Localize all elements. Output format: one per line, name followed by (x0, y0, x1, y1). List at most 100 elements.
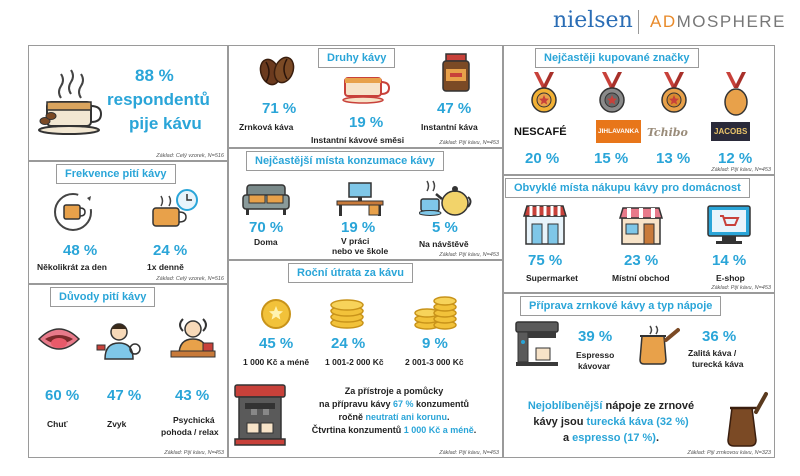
sofa-icon (242, 184, 290, 215)
hero-line1: respondentů (107, 90, 210, 109)
reason-taste-label: Chuť (47, 419, 68, 429)
spend-panel: 45 % 1 000 Kč a méně 24 % 1 001-2 000 Kč… (228, 260, 503, 458)
spend-text-l2c: konzumentů (413, 399, 470, 409)
prep-espresso-label1: Espresso (576, 350, 615, 360)
shopping-note: Základ: Pijí kávu, N=453 (711, 285, 771, 291)
desk-icon (336, 182, 384, 216)
espresso-machine-icon (234, 384, 286, 446)
prep-title: Příprava zrnkové kávy a typ nápoje (520, 296, 722, 316)
local-shop-icon (618, 207, 664, 245)
prep-panel: 39 % Espresso kávovar 36 % Zalitá káva /… (503, 293, 775, 458)
reason-relax-label2: pohoda / relax (161, 427, 219, 437)
reasons-note: Základ: Pijí kávu, N=453 (164, 450, 224, 456)
hero-line2: pije kávu (129, 114, 202, 133)
place-visit-pct: 5 % (432, 219, 458, 236)
prep-turkish-label1: Zalitá káva / (688, 348, 737, 358)
person-habit-icon (96, 323, 141, 360)
coffee-clock-icon (152, 189, 198, 227)
spend-text-l3b: neutratí ani korunu (365, 412, 447, 422)
coins-medium-icon (330, 299, 364, 329)
reason-taste-pct: 60 % (45, 387, 80, 404)
types-note: Základ: Pijí kávu, N=453 (439, 140, 499, 146)
prep-espresso-pct: 39 % (578, 328, 613, 345)
admosphere-logo-ad: AD (650, 12, 677, 31)
spend-low-pct: 45 % (259, 335, 294, 352)
type-beans-label: Zrnková káva (239, 122, 294, 132)
shop-supermarket-pct: 75 % (528, 252, 563, 269)
spend-title: Roční útrata za kávu (288, 263, 413, 283)
hero-note: Základ: Celý vzorek, N=516 (156, 153, 224, 159)
prep-text-block: Nejoblíbenější nápoje ze zrnové kávy jso… (506, 398, 716, 446)
reason-relax-pct: 43 % (175, 387, 210, 404)
reasons-panel: 60 % Chuť 47 % Zvyk 43 % Psychická pohod… (28, 284, 228, 458)
coffee-cup-icon (38, 69, 103, 135)
spend-high-pct: 9 % (422, 335, 448, 352)
logo-divider (638, 10, 639, 34)
relaxing-person-icon (170, 318, 216, 358)
spend-mid-pct: 24 % (331, 335, 366, 352)
brand-jihlavanka-pct: 15 % (594, 150, 629, 167)
hero-percent: 88 % (135, 66, 174, 85)
instant-mix-cup-icon (342, 77, 391, 104)
prep-turkish-pct: 36 % (702, 328, 737, 345)
brand-nescafe-pct: 20 % (525, 150, 560, 167)
prep-espresso-label2: kávovar (578, 361, 611, 371)
brand-jacobs-pct: 12 % (718, 150, 753, 167)
spend-text-line2: na přípravu kávy 67 % konzumentů (287, 398, 501, 411)
coins-small-icon (261, 299, 291, 329)
prep-text-l2a: kávy jsou (533, 416, 587, 428)
instant-coffee-jar-icon (442, 53, 470, 92)
prep-text-line3: a espresso (17 %). (506, 430, 716, 446)
reason-habit-label: Zvyk (107, 419, 127, 429)
brand-tchibo-logo: Tchibo (647, 126, 688, 139)
prep-text-l1b: nápoje ze zrnové (602, 400, 695, 412)
place-visit-label: Na návštěvě (419, 239, 469, 249)
spend-text-l2b: 67 % (393, 399, 414, 409)
brand-jacobs-logo: JACOBS (711, 122, 751, 141)
spend-text-l3a: ročně (338, 412, 366, 422)
spend-low-label: 1 000 Kč a méně (243, 357, 310, 367)
silver-medal-icon (599, 72, 625, 113)
spend-text-line3: ročně neutratí ani korunu. (338, 412, 450, 422)
place-work-label1: V práci (341, 236, 370, 246)
brands-title: Nejčastěji kupované značky (535, 48, 699, 68)
prep-text-l3b: espresso (17 %) (572, 432, 656, 444)
admosphere-logo-rest: MOSPHERE (676, 12, 786, 31)
frequency-title: Frekvence pití kávy (56, 164, 176, 184)
shop-local-label: Místní obchod (612, 273, 670, 283)
coffee-beans-icon (259, 56, 295, 86)
coins-large-icon (414, 296, 457, 330)
spend-text-line1: Za přístroje a pomůcky (344, 386, 444, 396)
places-note: Základ: Pijí kávu, N=453 (439, 252, 499, 258)
shop-supermarket-label: Supermarket (526, 273, 578, 283)
prep-text-line2: kávy jsou turecká káva (32 %) (506, 414, 716, 430)
shop-eshop-label: E-shop (716, 273, 745, 283)
nielsen-logo: nielsen (553, 8, 633, 33)
brand-tchibo-pct: 13 % (656, 150, 691, 167)
prep-text-l3c: . (655, 432, 659, 444)
type-instant-pct: 47 % (437, 100, 472, 117)
prep-text-line1: Nejoblíbenější nápoje ze zrnové (506, 398, 716, 414)
shopping-title: Obvyklé místa nákupu kávy pro domácnost (505, 178, 750, 198)
spend-text-l4b: 1 000 Kč a méně (403, 425, 474, 435)
turkish-pot-icon (639, 325, 680, 365)
type-mix-pct: 19 % (349, 114, 384, 131)
espresso-maker-icon (515, 321, 559, 366)
freq-multi-pct: 48 % (63, 242, 98, 259)
spend-note: Základ: Pijí kávu, N=453 (439, 450, 499, 456)
place-work-pct: 19 % (341, 219, 376, 236)
place-home-pct: 70 % (249, 219, 284, 236)
spend-text-l2a: na přípravu kávy (318, 399, 394, 409)
supermarket-icon (522, 205, 568, 245)
shop-eshop-pct: 14 % (712, 252, 747, 269)
type-instant-label: Instantní káva (421, 122, 478, 132)
spend-text-block: Za přístroje a pomůcky na přípravu kávy … (287, 385, 501, 437)
frequency-note: Základ: Celý vzorek, N=516 (156, 276, 224, 282)
types-panel: 71 % Zrnková káva 19 % Instantní kávové … (228, 45, 503, 148)
fourth-medal-icon (724, 72, 748, 116)
mouth-taste-icon (37, 328, 81, 350)
prep-turkish-label2: turecká káva (692, 359, 744, 369)
freq-daily-label: 1x denně (147, 262, 184, 272)
freq-daily-pct: 24 % (153, 242, 188, 259)
type-mix-label: Instantní kávové směsi (311, 135, 405, 145)
